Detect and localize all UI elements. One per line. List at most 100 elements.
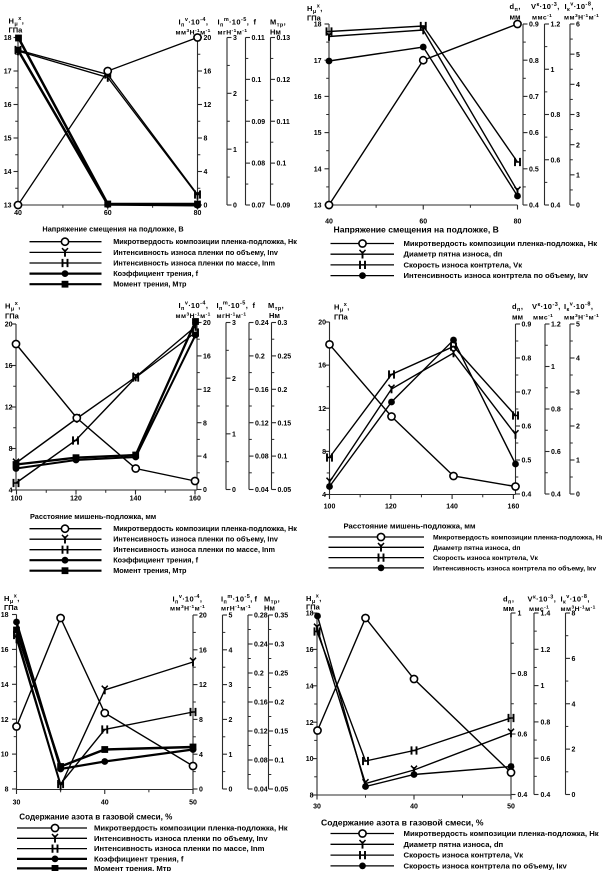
svg-text:0.7: 0.7 <box>529 94 539 101</box>
svg-text:160: 160 <box>189 496 201 503</box>
svg-text:1.2: 1.2 <box>551 322 561 329</box>
svg-text:4: 4 <box>204 169 208 176</box>
svg-text:12: 12 <box>306 720 314 727</box>
svg-text:0: 0 <box>233 203 237 210</box>
svg-text:0.12: 0.12 <box>254 729 268 736</box>
svg-text:3: 3 <box>233 35 237 42</box>
svg-text:120: 120 <box>385 504 397 511</box>
svg-text:3: 3 <box>576 390 580 397</box>
svg-text:20: 20 <box>318 320 326 327</box>
svg-text:мм: мм <box>503 604 515 613</box>
svg-text:0.12: 0.12 <box>277 77 291 84</box>
svg-text:Интенсивность износа контртела: Интенсивность износа контртела по объему… <box>433 564 596 572</box>
svg-text:0.6: 0.6 <box>551 157 561 164</box>
svg-text:0: 0 <box>572 792 576 799</box>
svg-text:0: 0 <box>576 203 580 210</box>
svg-text:0: 0 <box>204 203 208 210</box>
svg-text:0.12: 0.12 <box>255 420 269 427</box>
svg-text:16: 16 <box>318 363 326 370</box>
svg-text:мм3Н-1м-1: мм3Н-1м-1 <box>564 313 599 322</box>
svg-text:14: 14 <box>4 169 12 176</box>
svg-text:мм: мм <box>512 313 524 322</box>
svg-text:15: 15 <box>314 130 322 137</box>
svg-text:1: 1 <box>541 683 545 690</box>
svg-text:16: 16 <box>5 363 13 370</box>
svg-text:12: 12 <box>199 682 207 689</box>
svg-text:3: 3 <box>229 682 233 689</box>
svg-text:Iпm∙10-5,: Iпm∙10-5, <box>218 17 250 28</box>
svg-text:Скорость износа контртела по о: Скорость износа контртела по объему, Iкv <box>404 861 568 870</box>
svg-text:Интенсивность износа пленки по: Интенсивность износа пленки по массе, In… <box>113 259 275 268</box>
svg-text:8: 8 <box>204 136 208 143</box>
svg-text:Момент трения, Мтр: Момент трения, Мтр <box>113 566 187 575</box>
svg-text:мм3Н-1м-1: мм3Н-1м-1 <box>170 604 205 613</box>
svg-text:Содержание азота в газовой сме: Содержание азота в газовой смеси, % <box>19 812 172 821</box>
svg-text:Vк∙10-3,: Vк∙10-3, <box>532 302 561 311</box>
svg-text:4: 4 <box>572 701 576 708</box>
svg-text:ГПа: ГПа <box>9 26 24 35</box>
svg-text:3: 3 <box>232 320 236 327</box>
svg-text:60: 60 <box>419 219 427 226</box>
svg-text:0.4: 0.4 <box>551 492 561 499</box>
svg-text:0: 0 <box>199 787 203 794</box>
svg-text:20: 20 <box>199 613 207 620</box>
svg-text:ммс-1: ммс-1 <box>533 313 553 322</box>
svg-text:Hμх,: Hμх, <box>5 301 21 312</box>
svg-text:0.4: 0.4 <box>522 492 532 499</box>
svg-text:0.7: 0.7 <box>522 390 532 397</box>
svg-text:13: 13 <box>4 203 12 210</box>
svg-text:Мтр,: Мтр, <box>264 595 280 606</box>
svg-text:0.24: 0.24 <box>255 320 269 327</box>
svg-text:ГПа: ГПа <box>306 603 321 612</box>
svg-text:14: 14 <box>306 683 314 690</box>
svg-text:12: 12 <box>203 387 211 394</box>
svg-text:Iпv∙10-4,: Iпv∙10-4, <box>179 300 209 311</box>
svg-text:Интенсивность износа пленки по: Интенсивность износа пленки по массе, In… <box>94 844 265 853</box>
svg-text:0.16: 0.16 <box>254 700 268 707</box>
svg-text:0.04: 0.04 <box>254 787 268 794</box>
svg-text:1.4: 1.4 <box>541 611 551 618</box>
svg-text:0.1: 0.1 <box>252 77 262 84</box>
svg-text:Момент трения, Мтр: Момент трения, Мтр <box>94 864 172 871</box>
svg-text:0.13: 0.13 <box>277 35 291 42</box>
svg-text:f: f <box>255 595 258 604</box>
svg-text:dп,: dп, <box>503 595 514 606</box>
svg-text:0.4: 0.4 <box>529 203 539 210</box>
svg-text:16: 16 <box>1 647 9 654</box>
svg-text:140: 140 <box>130 496 142 503</box>
svg-text:20: 20 <box>204 35 212 42</box>
svg-text:мм3Н-1м-1: мм3Н-1м-1 <box>564 13 599 22</box>
svg-text:Интенсивность износа контртела: Интенсивность износа контртела по объему… <box>404 271 589 280</box>
svg-text:Iпm∙10-5,: Iпm∙10-5, <box>221 594 253 605</box>
svg-text:16: 16 <box>306 647 314 654</box>
svg-text:мм3Н-1м-1: мм3Н-1м-1 <box>176 311 211 320</box>
svg-text:ГПа: ГПа <box>5 312 20 321</box>
svg-text:120: 120 <box>70 496 82 503</box>
svg-text:0.8: 0.8 <box>551 112 561 119</box>
svg-text:Скорость износа контртела, Vк: Скорость износа контртела, Vк <box>433 555 538 562</box>
svg-text:0.8: 0.8 <box>551 407 561 414</box>
svg-text:2: 2 <box>576 142 580 149</box>
svg-text:80: 80 <box>514 219 522 226</box>
svg-text:0.1: 0.1 <box>278 454 288 461</box>
svg-text:Нм: Нм <box>270 28 281 37</box>
svg-text:Hμх,: Hμх, <box>4 594 20 605</box>
svg-text:Микротвердость композиции плен: Микротвердость композиции пленка-подложк… <box>113 524 297 533</box>
svg-text:18: 18 <box>306 611 314 618</box>
svg-text:160: 160 <box>508 504 520 511</box>
svg-text:4: 4 <box>199 752 203 759</box>
svg-text:1: 1 <box>576 172 580 179</box>
svg-text:50: 50 <box>189 800 197 807</box>
svg-text:Расстояние мишень-подложка, мм: Расстояние мишень-подложка, мм <box>30 512 156 521</box>
svg-text:4: 4 <box>322 492 326 499</box>
svg-text:0: 0 <box>232 487 236 494</box>
svg-text:Нм: Нм <box>269 311 280 320</box>
svg-text:0.2: 0.2 <box>254 671 264 678</box>
svg-text:2: 2 <box>576 424 580 431</box>
svg-text:40: 40 <box>14 210 22 217</box>
svg-text:8: 8 <box>322 449 326 456</box>
svg-text:Hμх,: Hμх, <box>307 4 323 15</box>
svg-text:Iпv∙10-4,: Iпv∙10-4, <box>179 17 209 28</box>
svg-text:13: 13 <box>314 203 322 210</box>
svg-text:Диаметр пятна износа, dп: Диаметр пятна износа, dп <box>404 840 504 849</box>
